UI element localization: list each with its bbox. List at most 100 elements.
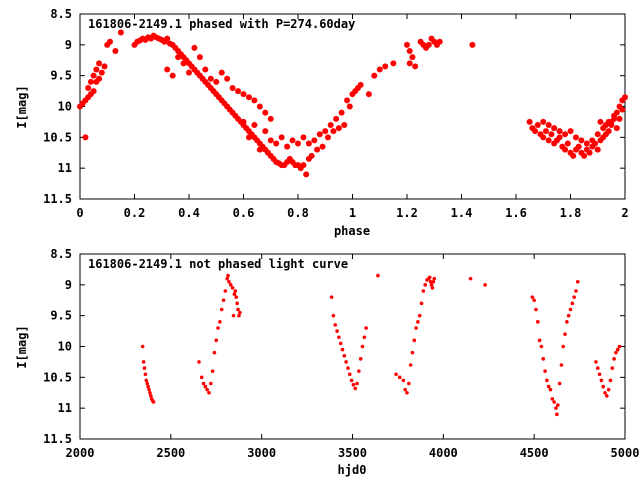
unphased-data-point bbox=[333, 323, 338, 327]
phased-data-point bbox=[284, 143, 291, 150]
phased-x-tick-label: 0 bbox=[76, 206, 83, 220]
unphased-data-point bbox=[143, 372, 148, 377]
unphased-data-point bbox=[537, 338, 542, 343]
unphased-data-point bbox=[570, 301, 575, 306]
phased-data-point bbox=[605, 128, 612, 135]
unphased-data-point bbox=[423, 283, 427, 287]
phased-data-point bbox=[240, 91, 247, 98]
unphased-data-point bbox=[225, 276, 229, 281]
unphased-data-point bbox=[231, 313, 236, 318]
unphased-data-point bbox=[429, 283, 434, 287]
unphased-data-point bbox=[349, 378, 354, 383]
phased-y-tick-label: 9 bbox=[65, 38, 72, 52]
unphased-y-tick-label: 10.5 bbox=[43, 370, 72, 384]
phased-x-tick-label: 1.4 bbox=[451, 206, 473, 220]
unphased-data-point bbox=[572, 295, 576, 299]
unphased-data-point bbox=[149, 394, 153, 398]
unphased-data-point bbox=[483, 283, 487, 287]
unphased-data-point bbox=[574, 289, 578, 293]
phased-data-point bbox=[319, 143, 326, 150]
unphased-data-point bbox=[331, 313, 336, 318]
unphased-x-tick-label: 5000 bbox=[611, 446, 640, 460]
phased-data-point bbox=[207, 75, 214, 82]
phased-data-point bbox=[344, 97, 351, 104]
phased-data-point bbox=[196, 54, 203, 61]
unphased-data-point bbox=[351, 382, 356, 387]
phased-data-point bbox=[534, 122, 541, 128]
phased-data-point bbox=[594, 131, 601, 138]
unphased-data-point bbox=[405, 390, 409, 395]
phased-data-point bbox=[314, 146, 321, 153]
phased-x-tick-label: 1 bbox=[349, 206, 356, 220]
phased-plot-y-axis-label: I[mag] bbox=[15, 85, 29, 128]
unphased-data-point bbox=[394, 372, 398, 377]
unphased-data-point bbox=[221, 298, 226, 303]
unphased-data-point bbox=[575, 279, 580, 284]
phased-data-point bbox=[346, 103, 353, 110]
unphased-data-point bbox=[552, 400, 556, 404]
unphased-data-point bbox=[210, 369, 215, 373]
unphased-data-point bbox=[419, 301, 424, 306]
unphased-data-point bbox=[468, 276, 473, 281]
phased-data-point bbox=[333, 115, 340, 122]
unphased-data-point bbox=[612, 357, 616, 361]
unphased-data-point bbox=[614, 350, 618, 355]
unphased-data-point bbox=[568, 307, 573, 312]
unphased-data-point bbox=[360, 344, 365, 349]
unphased-data-point bbox=[615, 347, 620, 352]
phased-data-point bbox=[90, 72, 97, 79]
unphased-data-point bbox=[427, 275, 432, 280]
phased-plot-x-axis-label: phase bbox=[334, 224, 370, 238]
phased-data-point bbox=[586, 149, 593, 156]
phased-data-point bbox=[371, 72, 378, 79]
phased-data-point bbox=[267, 137, 274, 144]
unphased-x-tick-label: 3500 bbox=[338, 446, 367, 460]
phased-x-tick-label: 0.2 bbox=[124, 206, 146, 220]
unphased-y-tick-label: 11.5 bbox=[43, 432, 72, 446]
phased-plot-points bbox=[77, 29, 628, 178]
phased-data-point bbox=[273, 140, 280, 147]
phased-data-point bbox=[256, 103, 263, 110]
unphased-data-point bbox=[403, 387, 407, 392]
phased-data-point bbox=[390, 60, 397, 67]
phased-data-point bbox=[82, 134, 89, 141]
unphased-data-point bbox=[555, 403, 560, 407]
phased-data-point bbox=[556, 134, 563, 141]
unphased-data-point bbox=[376, 273, 380, 278]
phased-data-point bbox=[540, 134, 547, 141]
unphased-data-point bbox=[561, 344, 566, 349]
unphased-data-point bbox=[207, 390, 211, 395]
unphased-data-point bbox=[545, 378, 549, 383]
unphased-data-point bbox=[353, 386, 358, 391]
phased-data-point bbox=[532, 128, 539, 135]
phased-data-point bbox=[311, 137, 318, 144]
phased-data-point bbox=[330, 128, 337, 135]
phased-data-point bbox=[93, 66, 100, 73]
unphased-data-point bbox=[344, 360, 348, 364]
unphased-data-point bbox=[199, 375, 204, 380]
unphased-data-point bbox=[539, 344, 544, 349]
unphased-data-point bbox=[555, 412, 559, 417]
phased-data-point bbox=[562, 131, 569, 138]
unphased-data-point bbox=[214, 338, 219, 343]
phased-data-point bbox=[262, 109, 269, 116]
phased-x-tick-label: 0.4 bbox=[178, 206, 200, 220]
phased-data-point bbox=[300, 134, 307, 141]
phased-data-point bbox=[382, 63, 389, 70]
phased-data-point bbox=[98, 69, 105, 76]
phased-data-point bbox=[589, 137, 596, 144]
unphased-x-tick-label: 3000 bbox=[247, 446, 276, 460]
phased-data-point bbox=[583, 140, 590, 147]
phased-data-point bbox=[564, 140, 571, 147]
phased-data-point bbox=[570, 152, 577, 159]
phased-data-point bbox=[316, 131, 323, 138]
phased-data-point bbox=[562, 146, 569, 153]
phased-data-point bbox=[409, 54, 416, 61]
phased-data-point bbox=[597, 118, 604, 125]
phased-data-point bbox=[622, 94, 628, 101]
phased-data-point bbox=[308, 152, 315, 159]
unphased-data-point bbox=[428, 279, 433, 284]
phased-data-point bbox=[101, 63, 108, 70]
unphased-data-point bbox=[530, 295, 535, 299]
unphased-data-point bbox=[145, 381, 150, 386]
